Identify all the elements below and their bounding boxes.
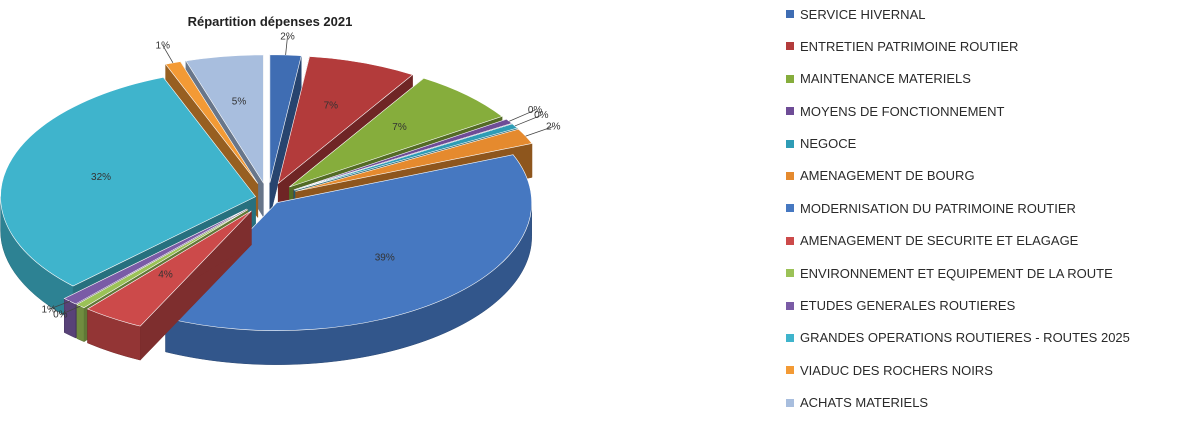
leader-line [525, 126, 554, 137]
legend-swatch [786, 398, 794, 407]
legend-swatch [786, 333, 794, 342]
legend-label: MOYENS DE FONCTIONNEMENT [800, 103, 1005, 119]
legend-item-grandes-operations-routieres-routes-2025: GRANDES OPERATIONS ROUTIERES - ROUTES 20… [786, 328, 1130, 348]
legend: SERVICE HIVERNAL ENTRETIEN PATRIMOINE ROU… [786, 4, 1130, 425]
legend-item-viaduc-des-rochers-noirs: VIADUC DES ROCHERS NOIRS [786, 360, 1130, 380]
pie-slice-modernisation-du-patrimoine-routier [165, 154, 532, 365]
pie-slice-amenagement-de-securite-et-elagage [86, 210, 252, 361]
data-label-maintenance-materiels: 7% [392, 122, 407, 133]
legend-item-amenagement-de-securite-et-elagage: AMENAGEMENT DE SECURITE ET ELAGAGE [786, 231, 1130, 251]
leader-line [48, 300, 71, 310]
legend-item-modernisation-du-patrimoine-routier: MODERNISATION DU PATRIMOINE ROUTIER [786, 198, 1130, 218]
leader-line [285, 36, 288, 55]
data-label-grandes-operations-routieres-routes-2025: 32% [91, 172, 111, 183]
data-label-moyens-de-fonctionnement: 0% [528, 105, 543, 116]
legend-swatch [786, 10, 794, 18]
legend-label: ENVIRONNEMENT ET EQUIPEMENT DE LA ROUTE [800, 265, 1113, 281]
legend-label: ACHATS MATERIELS [800, 395, 929, 411]
data-label-entretien-patrimoine-routier: 7% [324, 101, 339, 112]
pie-chart: 2%7%7%0%0%2%39%4%0%1%32%1%5% [0, 32, 561, 365]
data-label-viaduc-des-rochers-noirs: 1% [156, 40, 171, 51]
legend-item-service-hivernal: SERVICE HIVERNAL [786, 4, 1130, 24]
legend-label: AMENAGEMENT DE SECURITE ET ELAGAGE [800, 233, 1079, 249]
legend-label: AMENAGEMENT DE BOURG [800, 168, 975, 184]
data-label-negoce: 0% [534, 110, 549, 121]
data-label-environnement-et-equipement-de-la-route: 0% [53, 310, 68, 321]
legend-label: ENTRETIEN PATRIMOINE ROUTIER [800, 38, 1019, 54]
leader-line [60, 305, 81, 316]
legend-label: ETUDES GENERALES ROUTIERES [800, 298, 1016, 314]
legend-label: MAINTENANCE MATERIELS [800, 71, 971, 87]
legend-item-etudes-generales-routieres: ETUDES GENERALES ROUTIERES [786, 296, 1130, 316]
legend-item-entretien-patrimoine-routier: ENTRETIEN PATRIMOINE ROUTIER [786, 36, 1130, 56]
legend-label: VIADUC DES ROCHERS NOIRS [800, 362, 993, 378]
legend-swatch [786, 107, 794, 116]
leader-line [509, 109, 536, 122]
leader-line [162, 45, 174, 64]
legend-swatch [786, 269, 794, 278]
data-label-service-hivernal: 2% [280, 32, 295, 43]
chart-title: Répartition dépenses 2021 [187, 14, 353, 29]
legend-label: GRANDES OPERATIONS ROUTIERES - ROUTES 20… [800, 330, 1130, 346]
legend-swatch [786, 236, 794, 245]
legend-label: SERVICE HIVERNAL [800, 6, 926, 22]
legend-item-achats-materiels: ACHATS MATERIELS [786, 393, 1130, 413]
legend-swatch [786, 366, 794, 375]
legend-swatch [786, 42, 794, 51]
legend-label: MODERNISATION DU PATRIMOINE ROUTIER [800, 200, 1076, 216]
leader-line [514, 114, 542, 127]
legend-swatch [786, 204, 794, 213]
legend-item-amenagement-de-bourg: AMENAGEMENT DE BOURG [786, 166, 1130, 186]
legend-swatch [786, 171, 794, 180]
legend-item-environnement-et-equipement-de-la-route: ENVIRONNEMENT ET EQUIPEMENT DE LA ROUTE [786, 263, 1130, 283]
data-label-amenagement-de-bourg: 2% [546, 122, 561, 133]
data-label-amenagement-de-securite-et-elagage: 4% [158, 270, 173, 281]
pie-slice-service-hivernal [269, 54, 302, 217]
legend-label: NEGOCE [800, 136, 857, 152]
data-label-achats-materiels: 5% [232, 96, 247, 107]
legend-item-moyens-de-fonctionnement: MOYENS DE FONCTIONNEMENT [786, 101, 1130, 121]
legend-swatch [786, 74, 794, 83]
legend-swatch [786, 139, 794, 148]
data-label-etudes-generales-routieres: 1% [41, 304, 56, 315]
data-label-modernisation-du-patrimoine-routier: 39% [375, 253, 395, 264]
legend-item-negoce: NEGOCE [786, 134, 1130, 154]
legend-item-maintenance-materiels: MAINTENANCE MATERIELS [786, 69, 1130, 89]
legend-swatch [786, 301, 794, 310]
